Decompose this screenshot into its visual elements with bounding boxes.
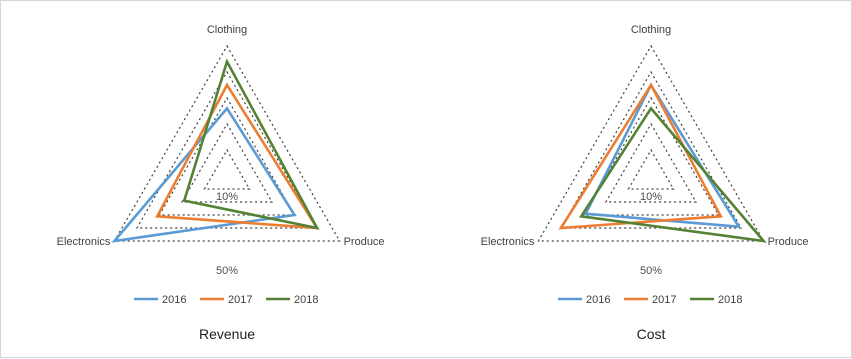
cost-chart-title: Cost: [637, 326, 666, 342]
cost-ring-label-outer: 50%: [640, 265, 662, 277]
revenue-ring-label-inner: 10%: [216, 191, 238, 203]
revenue-grid-ring-4: [135, 70, 319, 229]
revenue-grid-ring-2: [180, 122, 274, 203]
cost-legend-label-2018: 2018: [718, 294, 742, 306]
revenue-axis-label-produce: Produce: [344, 236, 385, 248]
cost-grid-ring-2: [604, 122, 698, 203]
revenue-legend-label-2017: 2017: [228, 294, 252, 306]
revenue-series-2016: [111, 106, 297, 243]
revenue-series-2017: [155, 82, 320, 230]
cost-axis-label-electronics: Electronics: [481, 236, 535, 248]
cost-legend-label-2016: 2016: [586, 294, 610, 306]
revenue-legend-label-2016: 2016: [162, 294, 186, 306]
revenue-series-2018: [182, 58, 320, 230]
revenue-axis-label-electronics: Electronics: [57, 236, 111, 248]
cost-ring-label-inner: 10%: [640, 191, 662, 203]
revenue-ring-label-outer: 50%: [216, 265, 238, 277]
cost-grid-ring-4: [559, 70, 743, 229]
cost-axis-label-clothing: Clothing: [631, 24, 671, 36]
cost-grid-ring-1: [627, 148, 675, 190]
revenue-chart-title: Revenue: [199, 326, 255, 342]
revenue-axis-label-clothing: Clothing: [207, 24, 247, 36]
cost-series-2018: [578, 106, 767, 243]
revenue-legend-label-2018: 2018: [294, 294, 318, 306]
revenue-grid-ring-1: [203, 148, 251, 190]
cost-legend-label-2017: 2017: [652, 294, 676, 306]
cost-axis-label-produce: Produce: [768, 236, 809, 248]
